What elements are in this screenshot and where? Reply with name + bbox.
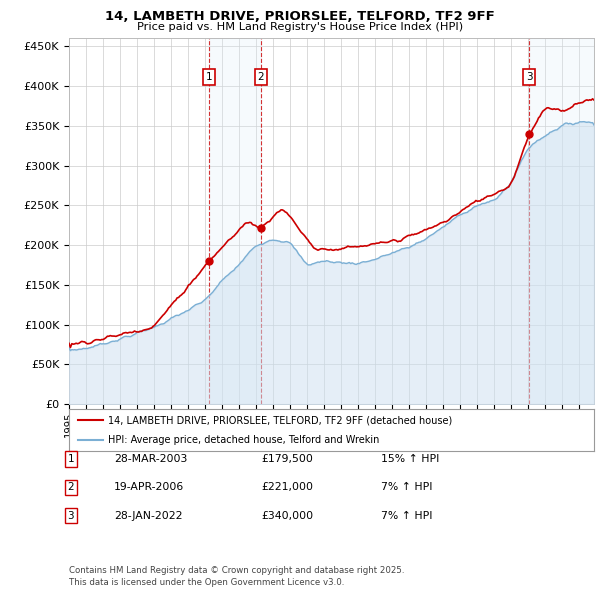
Text: £221,000: £221,000 xyxy=(261,483,313,492)
Text: £179,500: £179,500 xyxy=(261,454,313,464)
Text: 28-JAN-2022: 28-JAN-2022 xyxy=(114,511,182,520)
Text: £340,000: £340,000 xyxy=(261,511,313,520)
Text: 1: 1 xyxy=(67,454,74,464)
Text: 14, LAMBETH DRIVE, PRIORSLEE, TELFORD, TF2 9FF (detached house): 14, LAMBETH DRIVE, PRIORSLEE, TELFORD, T… xyxy=(109,415,452,425)
Text: 2: 2 xyxy=(257,72,265,82)
Bar xyxy=(529,38,594,404)
Text: HPI: Average price, detached house, Telford and Wrekin: HPI: Average price, detached house, Telf… xyxy=(109,435,380,445)
Text: 1: 1 xyxy=(206,72,212,82)
Text: Price paid vs. HM Land Registry's House Price Index (HPI): Price paid vs. HM Land Registry's House … xyxy=(137,22,463,32)
Text: 3: 3 xyxy=(67,511,74,520)
Text: 15% ↑ HPI: 15% ↑ HPI xyxy=(381,454,439,464)
Text: 19-APR-2006: 19-APR-2006 xyxy=(114,483,184,492)
Text: 3: 3 xyxy=(526,72,532,82)
Text: 14, LAMBETH DRIVE, PRIORSLEE, TELFORD, TF2 9FF: 14, LAMBETH DRIVE, PRIORSLEE, TELFORD, T… xyxy=(105,10,495,23)
Text: 7% ↑ HPI: 7% ↑ HPI xyxy=(381,483,433,492)
Bar xyxy=(209,38,261,404)
Text: 28-MAR-2003: 28-MAR-2003 xyxy=(114,454,187,464)
Text: Contains HM Land Registry data © Crown copyright and database right 2025.
This d: Contains HM Land Registry data © Crown c… xyxy=(69,566,404,587)
Text: 7% ↑ HPI: 7% ↑ HPI xyxy=(381,511,433,520)
Text: 2: 2 xyxy=(67,483,74,492)
